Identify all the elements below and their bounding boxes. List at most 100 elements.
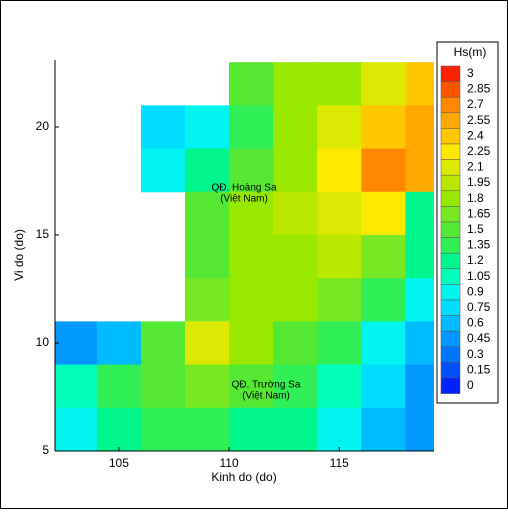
colorbar-label: 3 (467, 66, 474, 80)
cell (317, 234, 362, 279)
colorbar-swatch (440, 81, 461, 98)
colorbar-swatch (440, 252, 461, 270)
cell (185, 191, 230, 236)
cell (185, 105, 230, 150)
x-tick-label: 110 (220, 456, 239, 470)
cell (273, 62, 318, 106)
colorbar-label: 0.15 (467, 362, 491, 376)
cell (96, 321, 142, 366)
colorbar-swatch (440, 377, 461, 394)
colorbar-label: 1.8 (467, 191, 484, 205)
cell (185, 321, 230, 366)
cell (361, 364, 406, 409)
cell (229, 278, 274, 322)
colorbar-label: 0.45 (467, 331, 491, 345)
cell (229, 364, 274, 409)
cell (185, 148, 230, 193)
colorbar-swatch (440, 206, 461, 223)
cell (273, 407, 318, 451)
cell (361, 105, 406, 150)
colorbar-swatch (440, 237, 461, 254)
colorbar-label: 1.05 (467, 269, 491, 283)
cell (405, 234, 434, 279)
cell (229, 105, 274, 150)
cell (405, 191, 434, 236)
cell (361, 62, 406, 106)
cell (140, 105, 186, 150)
colorbar-swatch (440, 112, 461, 129)
y-tick-label: 15 (36, 227, 50, 241)
cell (361, 278, 406, 322)
colorbar-swatch (440, 96, 461, 114)
colorbar-label: 2.85 (467, 82, 491, 96)
cell (405, 148, 434, 193)
y-tick-label: 20 (36, 119, 50, 133)
y-axis-label: Vi do (do) (12, 229, 26, 281)
cell (140, 364, 186, 409)
x-tick-label: 105 (109, 456, 129, 470)
colorbar-label: 1.65 (467, 206, 491, 220)
x-tick-label: 115 (330, 456, 349, 470)
colorbar-label: 1.35 (467, 238, 491, 252)
cell (273, 278, 318, 322)
colorbar-label: 0.6 (467, 316, 484, 330)
cell (229, 234, 274, 279)
cell (96, 364, 142, 409)
cell (229, 148, 274, 193)
colorbar-swatch (440, 174, 461, 192)
annotation: (Việt Nam) (242, 391, 290, 402)
colorbar-title: Hs(m) (454, 45, 487, 59)
cell (140, 321, 186, 366)
colorbar-swatch (440, 268, 461, 285)
cell (140, 148, 186, 193)
cell (317, 364, 362, 409)
colorbar-swatch (440, 362, 461, 379)
cell (185, 364, 230, 409)
cell (405, 278, 434, 322)
cell (317, 321, 362, 366)
colorbar-swatch (440, 221, 461, 238)
field (55, 62, 434, 451)
cell (317, 62, 362, 106)
colorbar-label: 2.4 (467, 128, 484, 142)
colorbar-label: 2.1 (467, 160, 484, 174)
colorbar-label: 2.55 (467, 113, 491, 127)
cell (185, 407, 230, 451)
colorbar-label: 0.75 (467, 300, 491, 314)
cell (405, 364, 434, 409)
cell (55, 407, 98, 451)
cell (317, 407, 362, 451)
cell (405, 321, 434, 366)
colorbar-swatch (440, 330, 461, 348)
cell (273, 364, 318, 409)
cell (361, 407, 406, 451)
cell (405, 62, 434, 106)
annotation: QĐ. Hoàng Sa (211, 183, 276, 194)
cell (273, 191, 318, 236)
colorbar-label: 2.7 (467, 97, 484, 111)
cell (55, 321, 98, 366)
colorbar-label: 1.5 (467, 222, 484, 236)
cell (96, 407, 142, 451)
cell (273, 234, 318, 279)
cell (55, 364, 98, 409)
cell (317, 191, 362, 236)
colorbar-swatch (440, 190, 461, 207)
cell (361, 321, 406, 366)
colorbar-swatch (440, 128, 461, 145)
cell (140, 407, 186, 451)
cell (273, 105, 318, 150)
annotation: (Việt Nam) (220, 194, 268, 205)
colorbar-label: 0.3 (467, 347, 484, 361)
colorbar-label: 0 (467, 378, 474, 392)
cell (405, 105, 434, 150)
cell (273, 321, 318, 366)
colorbar-swatch (440, 143, 461, 160)
cell (229, 191, 274, 236)
colorbar-swatch (440, 299, 461, 316)
cell (317, 148, 362, 193)
y-tick-label: 5 (42, 443, 49, 457)
x-axis-label: Kinh do (do) (211, 470, 276, 484)
cell (185, 234, 230, 279)
